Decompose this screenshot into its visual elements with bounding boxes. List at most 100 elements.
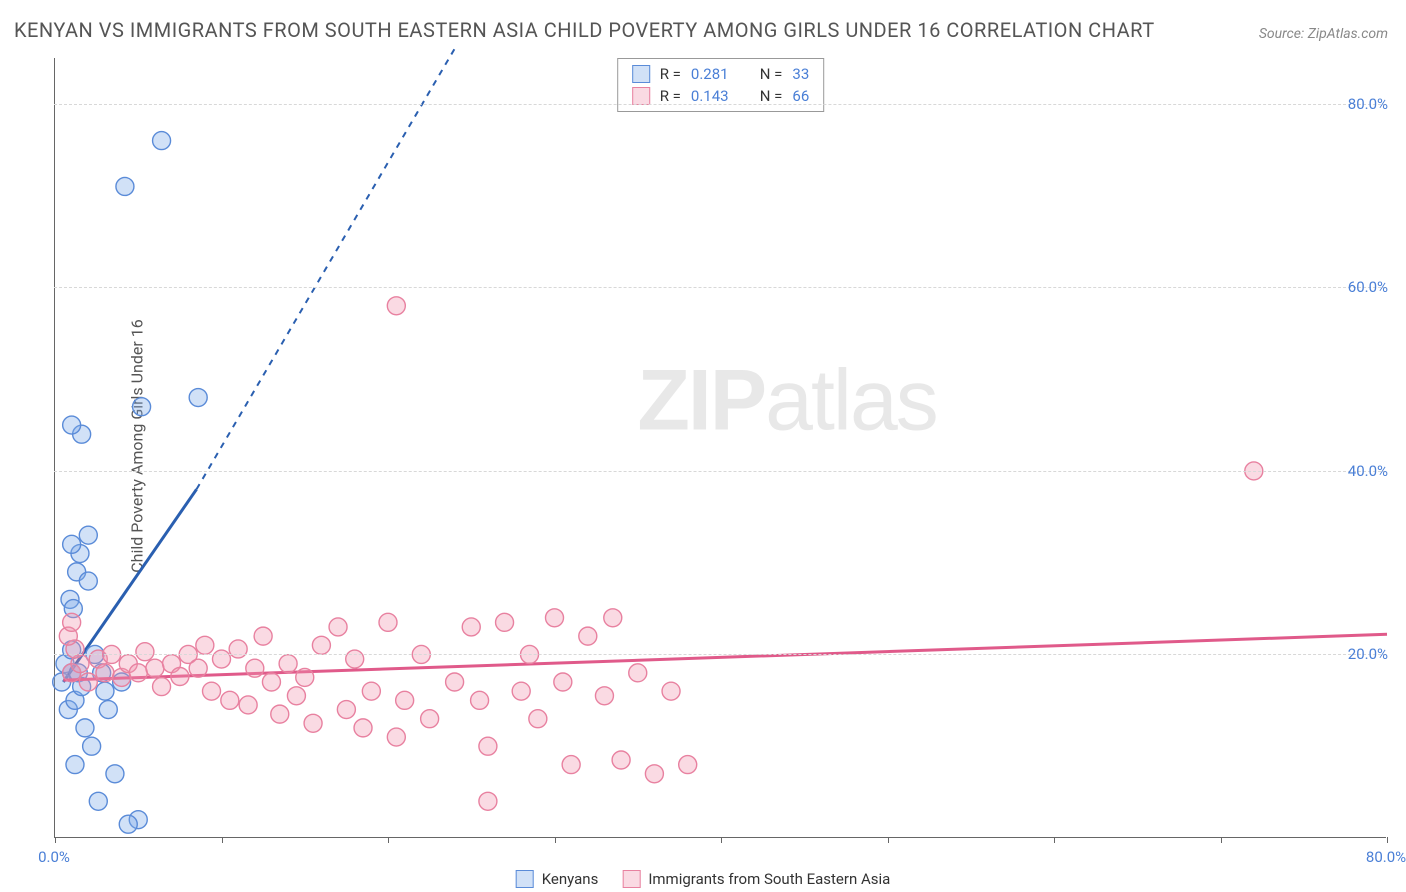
data-point <box>446 673 464 691</box>
x-tick-label-right: 80.0% <box>1366 848 1406 866</box>
legend-swatch <box>516 870 534 888</box>
x-tick <box>1387 837 1388 843</box>
data-point <box>479 737 497 755</box>
x-tick <box>388 837 389 843</box>
data-point <box>662 682 680 700</box>
x-tick <box>1221 837 1222 843</box>
data-point <box>189 389 207 407</box>
data-point <box>496 613 514 631</box>
legend-n-value: 33 <box>792 65 809 83</box>
data-point <box>612 751 630 769</box>
data-point <box>529 710 547 728</box>
data-point <box>63 535 81 553</box>
gridline <box>54 471 1386 472</box>
legend-r-label: R = <box>660 87 681 105</box>
data-point <box>76 719 94 737</box>
x-tick-label-left: 0.0% <box>38 848 70 866</box>
legend-n-label: N = <box>760 65 783 83</box>
data-point <box>362 682 380 700</box>
x-tick <box>1054 837 1055 843</box>
y-tick-label: 40.0% <box>1348 462 1388 480</box>
data-point <box>329 618 347 636</box>
x-tick <box>55 837 56 843</box>
legend-r-value: 0.281 <box>691 65 729 83</box>
chart-title: KENYAN VS IMMIGRANTS FROM SOUTH EASTERN … <box>14 18 1155 42</box>
data-point <box>106 765 124 783</box>
data-point <box>136 643 154 661</box>
legend-swatch <box>622 870 640 888</box>
data-point <box>153 678 171 696</box>
legend-r-label: R = <box>660 65 681 83</box>
data-point <box>645 765 663 783</box>
legend-swatch <box>632 87 650 105</box>
data-point <box>337 701 355 719</box>
data-point <box>221 691 239 709</box>
data-point <box>387 297 405 315</box>
data-point <box>579 627 597 645</box>
data-point <box>246 659 264 677</box>
data-point <box>119 815 137 833</box>
data-point <box>83 737 101 755</box>
data-point <box>79 673 97 691</box>
series-legend: Kenyans Immigrants from South Eastern Asi… <box>516 870 891 888</box>
data-point <box>279 655 297 673</box>
data-point <box>262 673 280 691</box>
data-point <box>271 705 289 723</box>
data-point <box>239 696 257 714</box>
data-point <box>203 682 221 700</box>
data-point <box>254 627 272 645</box>
data-point <box>554 673 572 691</box>
trend-line-extrapolated <box>197 49 455 489</box>
data-point <box>153 132 171 150</box>
data-point <box>679 756 697 774</box>
data-point <box>304 714 322 732</box>
data-point <box>66 756 84 774</box>
scatter-svg <box>55 58 1386 837</box>
legend-item: Kenyans <box>516 870 599 888</box>
data-point <box>296 668 314 686</box>
x-tick <box>222 837 223 843</box>
data-point <box>354 719 372 737</box>
data-point <box>387 728 405 746</box>
data-point <box>96 682 114 700</box>
legend-row: R = 0.281 N = 33 <box>632 63 810 85</box>
legend-swatch <box>632 65 650 83</box>
gridline <box>54 287 1386 288</box>
data-point <box>595 687 613 705</box>
data-point <box>116 177 134 195</box>
source-prefix: Source: <box>1259 26 1308 42</box>
data-point <box>63 416 81 434</box>
gridline <box>54 104 1386 105</box>
data-point <box>89 792 107 810</box>
data-point <box>512 682 530 700</box>
legend-series-name: Immigrants from South Eastern Asia <box>648 870 890 888</box>
data-point <box>63 613 81 631</box>
x-tick <box>721 837 722 843</box>
data-point <box>146 659 164 677</box>
x-tick <box>888 837 889 843</box>
data-point <box>462 618 480 636</box>
gridline <box>54 654 1386 655</box>
legend-n-value: 66 <box>792 87 809 105</box>
data-point <box>196 636 214 654</box>
legend-series-name: Kenyans <box>542 870 599 888</box>
data-point <box>421 710 439 728</box>
y-tick-label: 80.0% <box>1348 95 1388 113</box>
data-point <box>79 526 97 544</box>
data-point <box>287 687 305 705</box>
data-point <box>129 664 147 682</box>
data-point <box>79 572 97 590</box>
data-point <box>604 609 622 627</box>
data-point <box>396 691 414 709</box>
source-credit: Source: ZipAtlas.com <box>1259 26 1388 42</box>
data-point <box>346 650 364 668</box>
data-point <box>96 664 114 682</box>
data-point <box>213 650 231 668</box>
data-point <box>546 609 564 627</box>
data-point <box>189 659 207 677</box>
y-tick-label: 20.0% <box>1348 645 1388 663</box>
source-link[interactable]: ZipAtlas.com <box>1308 26 1388 42</box>
data-point <box>629 664 647 682</box>
plot-area: ZIPatlas R = 0.281 N = 33R = 0.143 N = 6… <box>54 58 1386 838</box>
data-point <box>99 701 117 719</box>
